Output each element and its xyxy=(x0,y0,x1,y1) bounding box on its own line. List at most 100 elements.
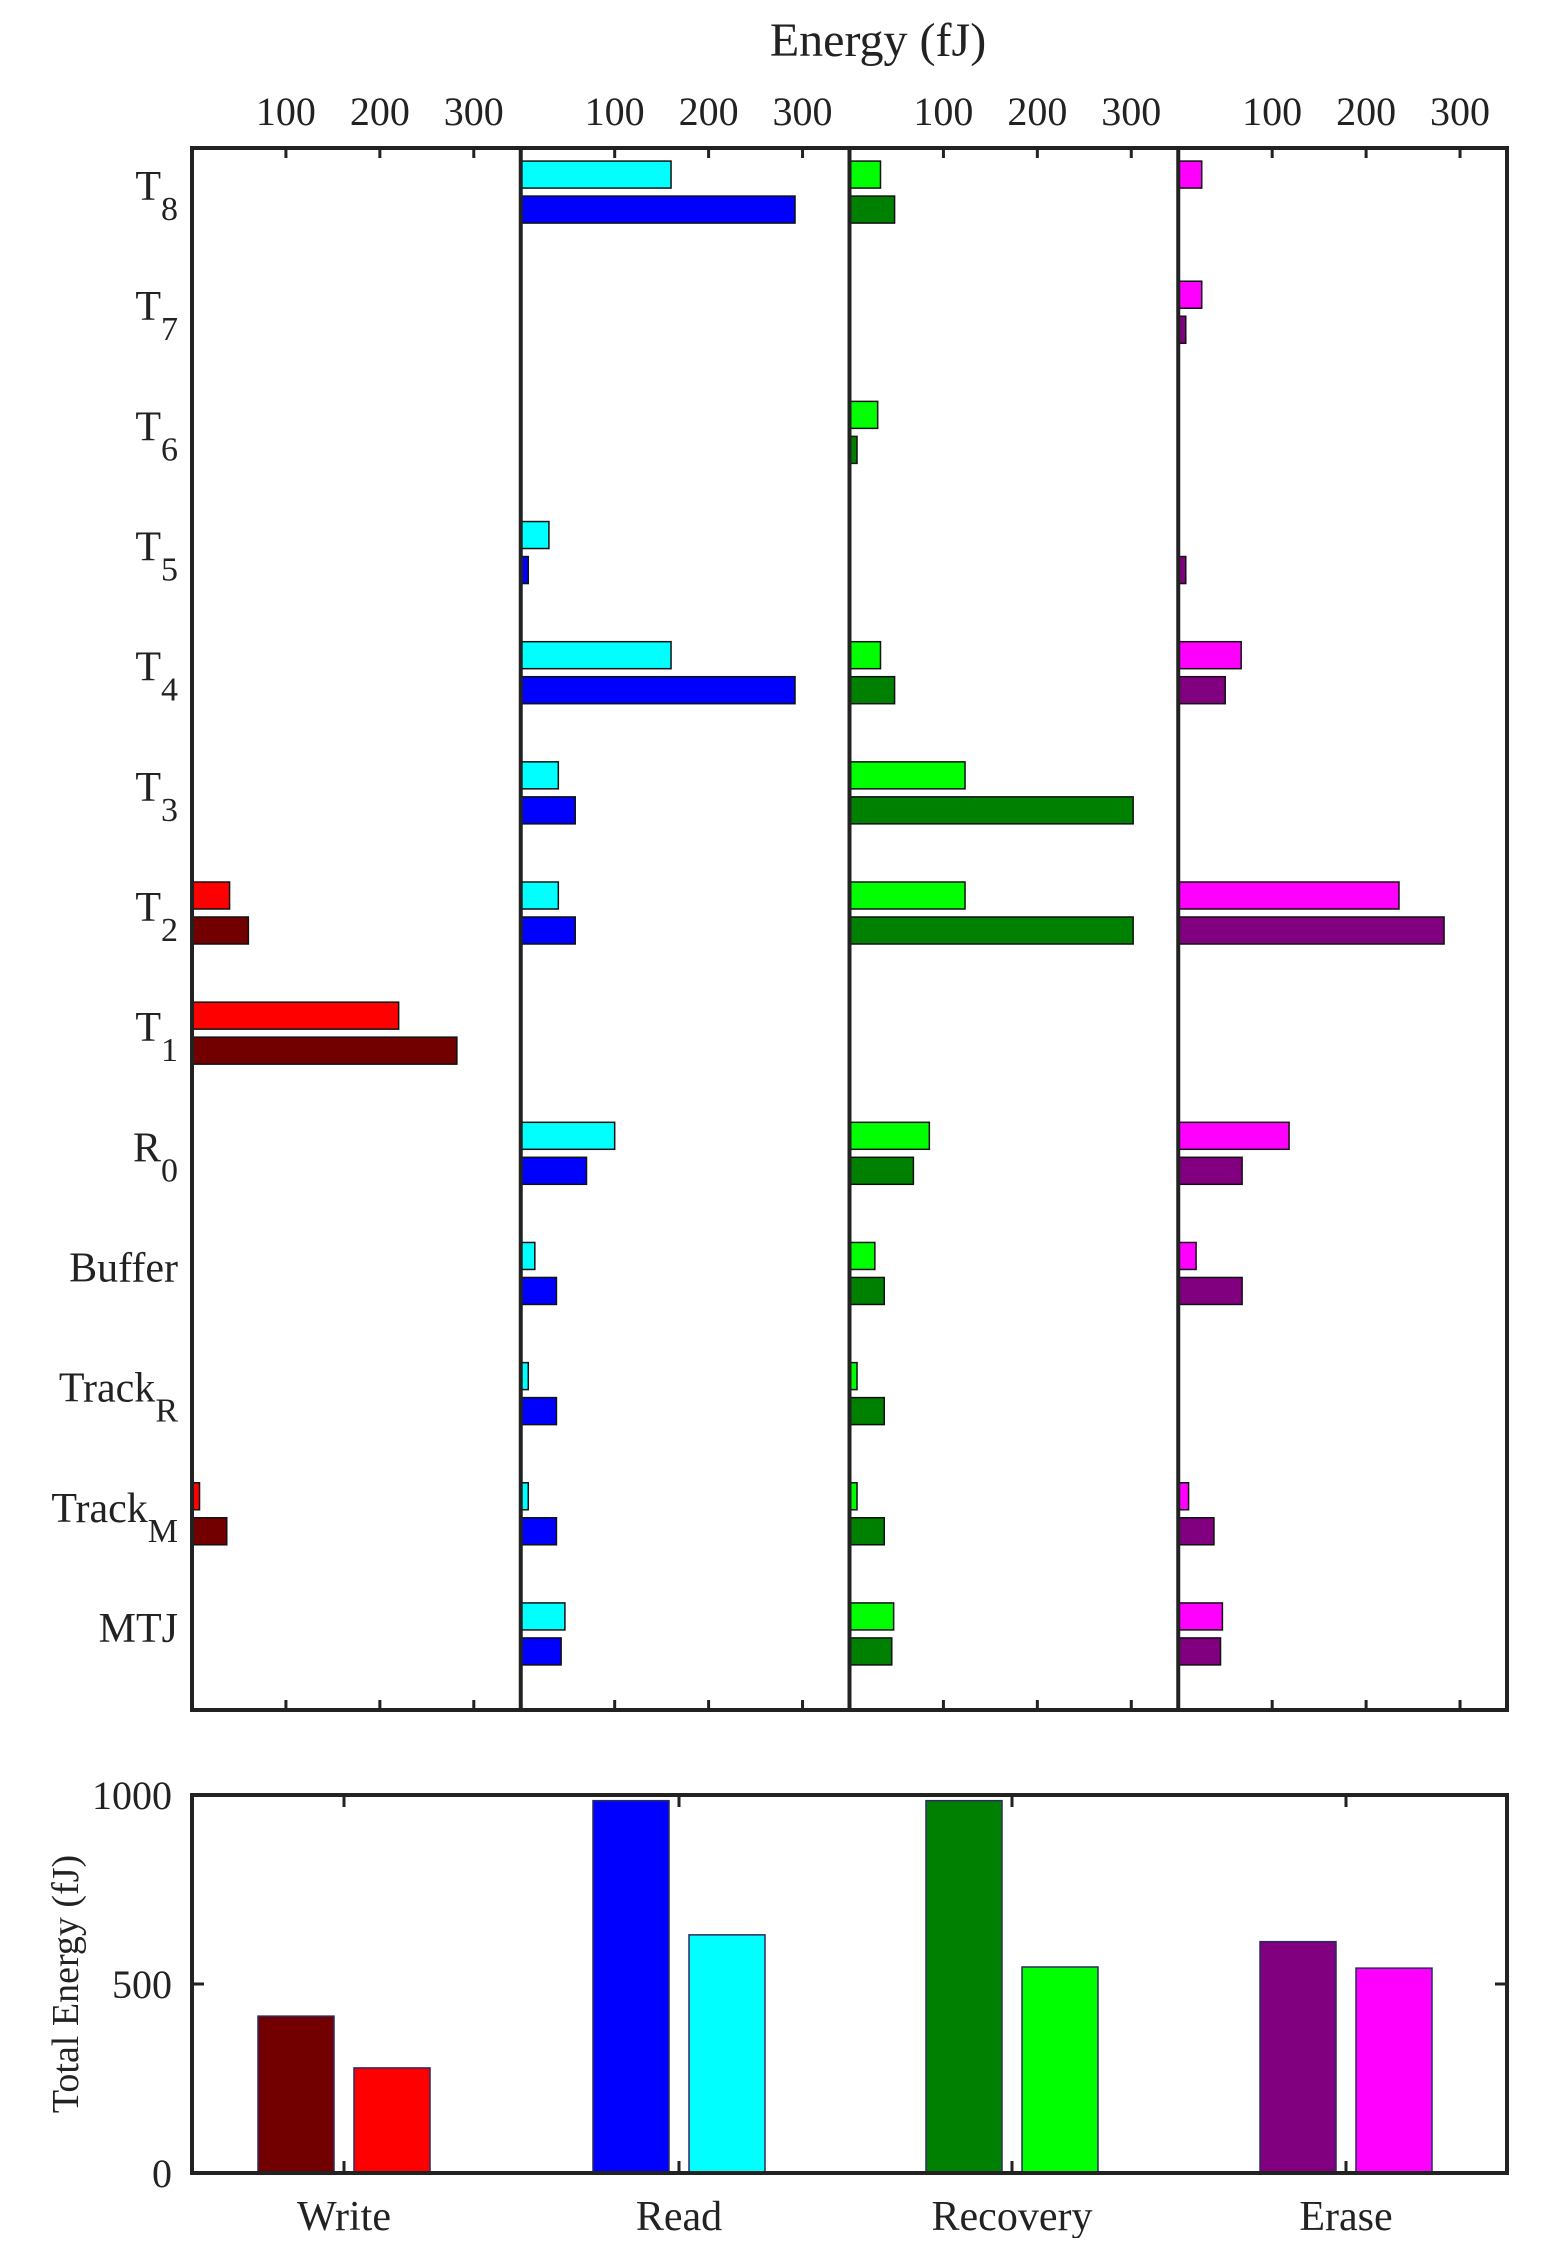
bar-recovery-r0-a xyxy=(848,1121,931,1151)
x-category-label: Recovery xyxy=(932,2194,1093,2238)
y-tick-label: 0 xyxy=(152,2151,172,2196)
bar-erase-mtj-b xyxy=(1177,1637,1222,1666)
y-category-label: T5 xyxy=(135,525,178,589)
y-category-label: T3 xyxy=(135,765,178,829)
bar-recovery-t2-b xyxy=(848,916,1134,945)
bar-erase-mtj-a xyxy=(1177,1602,1224,1631)
bar-read-t8-b xyxy=(520,195,796,224)
bar-recovery-trackm-b xyxy=(848,1517,886,1546)
bar-erase-buffer-a xyxy=(1177,1241,1197,1271)
bar-erase-t2-b xyxy=(1177,916,1445,945)
x-tick-label: 100 xyxy=(256,89,316,134)
bar-write-t2-a xyxy=(191,881,231,910)
bar-recovery-t3-b xyxy=(848,796,1134,825)
x-tick-label: 100 xyxy=(913,89,973,134)
energy-breakdown-chart: 100 200 300 100 200 300 100 200 300 100 200 300 T8 T7… xyxy=(51,89,1509,1712)
bar-read-r0-b xyxy=(520,1156,588,1186)
bar-recovery-t8-a xyxy=(848,160,882,189)
bar-read-mtj-b xyxy=(520,1637,562,1666)
bar-erase-buffer-b xyxy=(1177,1276,1243,1306)
bar-write-t2-b xyxy=(191,916,250,945)
bar-erase-t2-a xyxy=(1177,881,1400,910)
bar-read-t2-a xyxy=(520,881,560,910)
y-category-label: Buffer xyxy=(69,1245,178,1291)
y-axis-label: Total Energy (fJ) xyxy=(45,1855,87,2113)
x-tick-label: 100 xyxy=(1242,89,1302,134)
x-tick-label: 100 xyxy=(585,89,645,134)
bar-read-t8-a xyxy=(520,160,672,189)
bar-erase-r0-b xyxy=(1177,1156,1243,1186)
bar-read-t5-a xyxy=(520,520,550,550)
x-tick-label: 300 xyxy=(444,89,504,134)
total-bar-write-a xyxy=(257,2015,335,2174)
x-tick-label: 200 xyxy=(350,89,410,134)
y-category-label: T8 xyxy=(135,164,178,228)
total-energy-chart: 0 500 1000 Write Read Recovery Erase xyxy=(92,1773,1509,2240)
panel-erase: 100 200 300 xyxy=(1177,89,1490,1710)
bar-erase-trackm-b xyxy=(1177,1517,1215,1546)
x-category-label: Read xyxy=(636,2194,722,2238)
total-bar-recovery-a xyxy=(925,1799,1003,2174)
x-tick-label: 200 xyxy=(1336,89,1396,134)
bar-recovery-trackr-b xyxy=(848,1396,886,1426)
bar-erase-t8-a xyxy=(1177,160,1203,189)
y-category-label: R0 xyxy=(133,1125,178,1189)
bar-read-buffer-a xyxy=(520,1241,536,1271)
bar-read-mtj-a xyxy=(520,1602,566,1631)
total-bar-read-a xyxy=(592,1799,670,2174)
bar-recovery-buffer-a xyxy=(848,1241,876,1271)
bar-erase-t4-b xyxy=(1177,675,1226,705)
y-category-label: T4 xyxy=(135,645,178,709)
bar-recovery-mtj-b xyxy=(848,1637,893,1666)
y-category-label: T1 xyxy=(135,1005,178,1069)
x-category-label: Write xyxy=(297,2194,391,2238)
y-category-label: T2 xyxy=(135,885,178,949)
total-bar-recovery-b xyxy=(1021,1966,1099,2174)
bar-write-trackm-b xyxy=(191,1517,228,1546)
total-bar-erase-b xyxy=(1355,1967,1433,2174)
bar-read-r0-a xyxy=(520,1121,616,1151)
bar-read-t4-a xyxy=(520,640,672,670)
bar-recovery-t3-a xyxy=(848,761,966,790)
bar-recovery-mtj-a xyxy=(848,1602,895,1631)
x-tick-label: 300 xyxy=(1430,89,1490,134)
total-bar-erase-a xyxy=(1259,1940,1337,2174)
x-tick-label: 300 xyxy=(1101,89,1161,134)
bar-recovery-r0-b xyxy=(848,1156,915,1186)
y-tick-label: 1000 xyxy=(92,1773,172,1818)
panel-read: 100 200 300 xyxy=(520,89,833,1710)
bar-recovery-t6-a xyxy=(848,400,879,430)
bar-write-t1-a xyxy=(191,1001,400,1030)
bar-read-trackr-b xyxy=(520,1396,558,1426)
panel-recovery: 100 200 300 xyxy=(848,89,1161,1710)
y-category-label: T6 xyxy=(135,404,178,468)
bar-read-trackm-b xyxy=(520,1517,558,1546)
x-tick-label: 300 xyxy=(773,89,833,134)
bar-recovery-buffer-b xyxy=(848,1276,886,1306)
y-category-label: TrackR xyxy=(59,1366,178,1430)
y-category-label: MTJ xyxy=(99,1606,178,1652)
y-category-label: T7 xyxy=(135,284,178,348)
bar-read-t2-b xyxy=(520,916,576,945)
bar-recovery-t4-b xyxy=(848,675,896,705)
bar-read-t3-a xyxy=(520,761,560,790)
bar-recovery-t8-b xyxy=(848,195,896,224)
bar-recovery-t4-a xyxy=(848,640,882,670)
y-tick-label: 500 xyxy=(112,1962,172,2007)
bar-recovery-t2-a xyxy=(848,881,966,910)
bar-read-t4-b xyxy=(520,675,796,705)
bar-read-buffer-b xyxy=(520,1276,558,1306)
total-bar-write-b xyxy=(353,2067,431,2174)
x-tick-label: 200 xyxy=(679,89,739,134)
bar-write-t1-b xyxy=(191,1036,458,1065)
x-category-label: Erase xyxy=(1299,2194,1392,2238)
bar-erase-t7-a xyxy=(1177,280,1203,309)
total-bar-read-b xyxy=(688,1934,766,2174)
bar-read-t3-b xyxy=(520,796,576,825)
bar-erase-t4-a xyxy=(1177,640,1242,670)
bar-erase-r0-a xyxy=(1177,1121,1290,1151)
y-category-label: TrackM xyxy=(51,1486,178,1550)
chart-title: Energy (fJ) xyxy=(770,14,986,67)
